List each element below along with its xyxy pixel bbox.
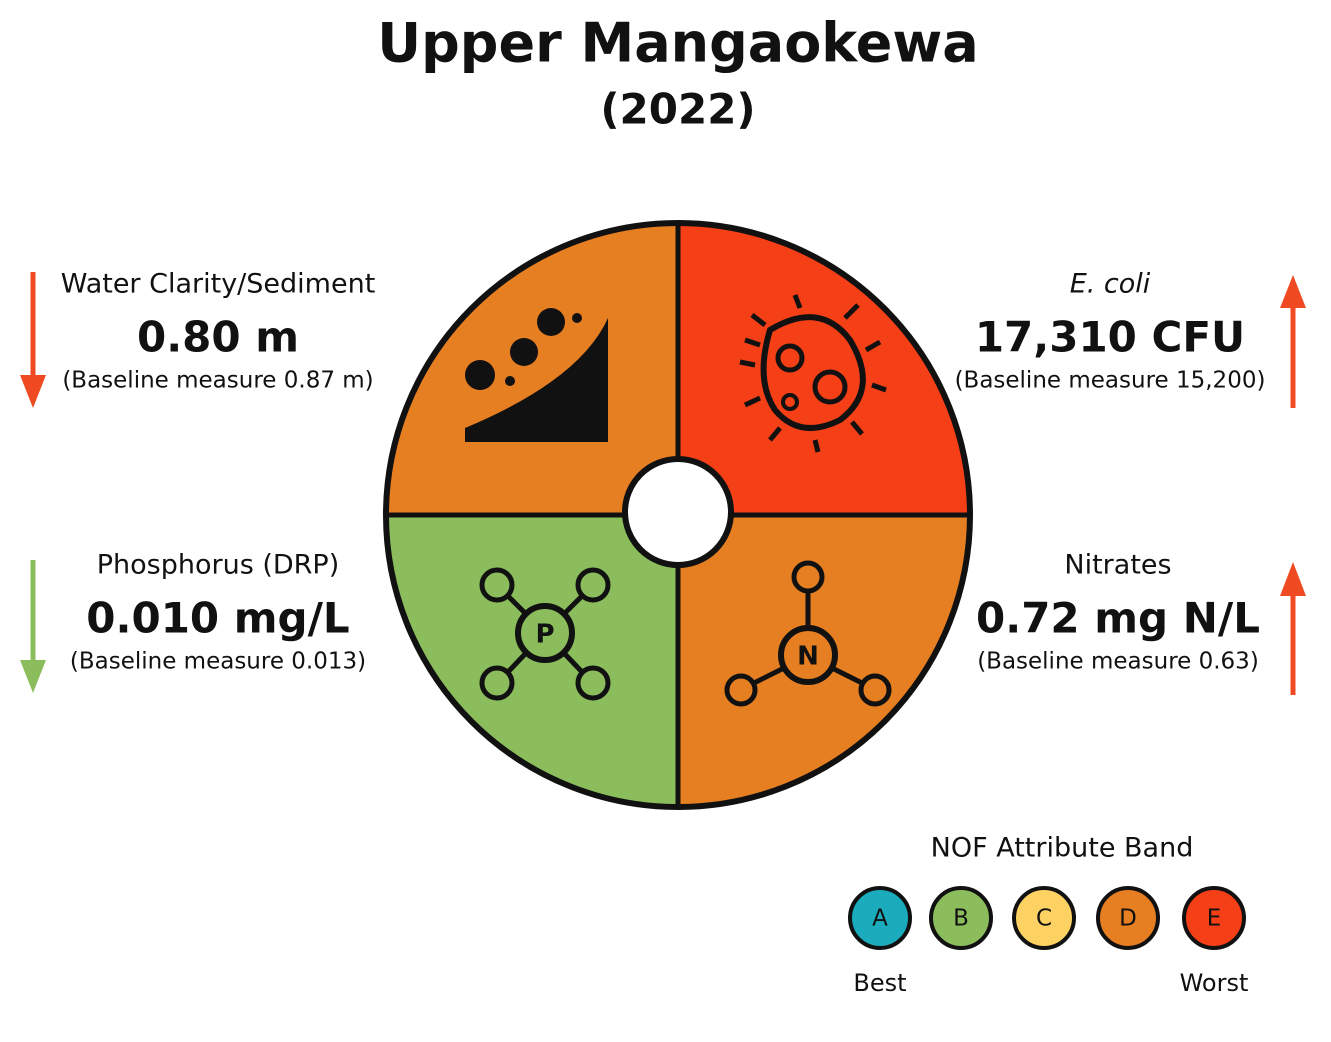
title: Upper Mangaokewa	[377, 12, 978, 75]
band-swatch	[1182, 886, 1246, 950]
indicator-baseline: (Baseline measure 0.63)	[977, 649, 1259, 675]
band-swatch	[848, 886, 912, 950]
band-letter: A	[872, 906, 888, 932]
trend-arrow	[20, 560, 46, 693]
center-hole	[622, 456, 734, 568]
subtitle: (2022)	[600, 85, 755, 134]
band-swatch	[1012, 886, 1076, 950]
indicator-label: Nitrates	[1064, 550, 1171, 581]
sediment-icon	[465, 308, 608, 442]
legend-bands: A B C D E	[848, 886, 1246, 950]
indicator-value: 17,310 CFU	[975, 313, 1245, 362]
indicator-label: E. coli	[1070, 269, 1151, 300]
quadrant	[675, 512, 973, 810]
indicator-baseline: (Baseline measure 0.013)	[70, 649, 366, 675]
band-letter: C	[1036, 906, 1052, 932]
legend-title: NOF Attribute Band	[931, 833, 1194, 864]
indicator-label: Water Clarity/Sediment	[61, 269, 376, 300]
trend-arrow	[1280, 275, 1306, 408]
nitrate-icon	[724, 560, 892, 707]
bacteria-icon	[739, 294, 887, 453]
indicator-value: 0.010 mg/L	[86, 594, 349, 643]
indicator-label: Phosphorus (DRP)	[97, 550, 340, 581]
legend-worst: Worst	[1180, 969, 1249, 997]
phosphorus-icon	[479, 567, 611, 701]
ring	[383, 220, 973, 810]
band-letter: E	[1207, 906, 1222, 932]
indicator-value: 0.80 m	[137, 313, 299, 362]
trend-arrow	[1280, 562, 1306, 695]
legend-best: Best	[853, 969, 906, 997]
quadrant	[383, 512, 681, 810]
icon-letter: P	[535, 620, 554, 650]
band-swatch	[929, 886, 993, 950]
trend-arrow	[20, 272, 46, 408]
band-swatch	[1096, 886, 1160, 950]
band-letter: D	[1119, 906, 1137, 932]
indicator-baseline: (Baseline measure 15,200)	[955, 368, 1266, 394]
indicator-value: 0.72 mg N/L	[976, 594, 1260, 643]
indicator-baseline: (Baseline measure 0.87 m)	[62, 368, 373, 394]
band-letter: B	[953, 906, 969, 932]
quadrant	[675, 220, 973, 518]
icon-letter: N	[797, 642, 819, 672]
quadrant	[383, 220, 681, 518]
